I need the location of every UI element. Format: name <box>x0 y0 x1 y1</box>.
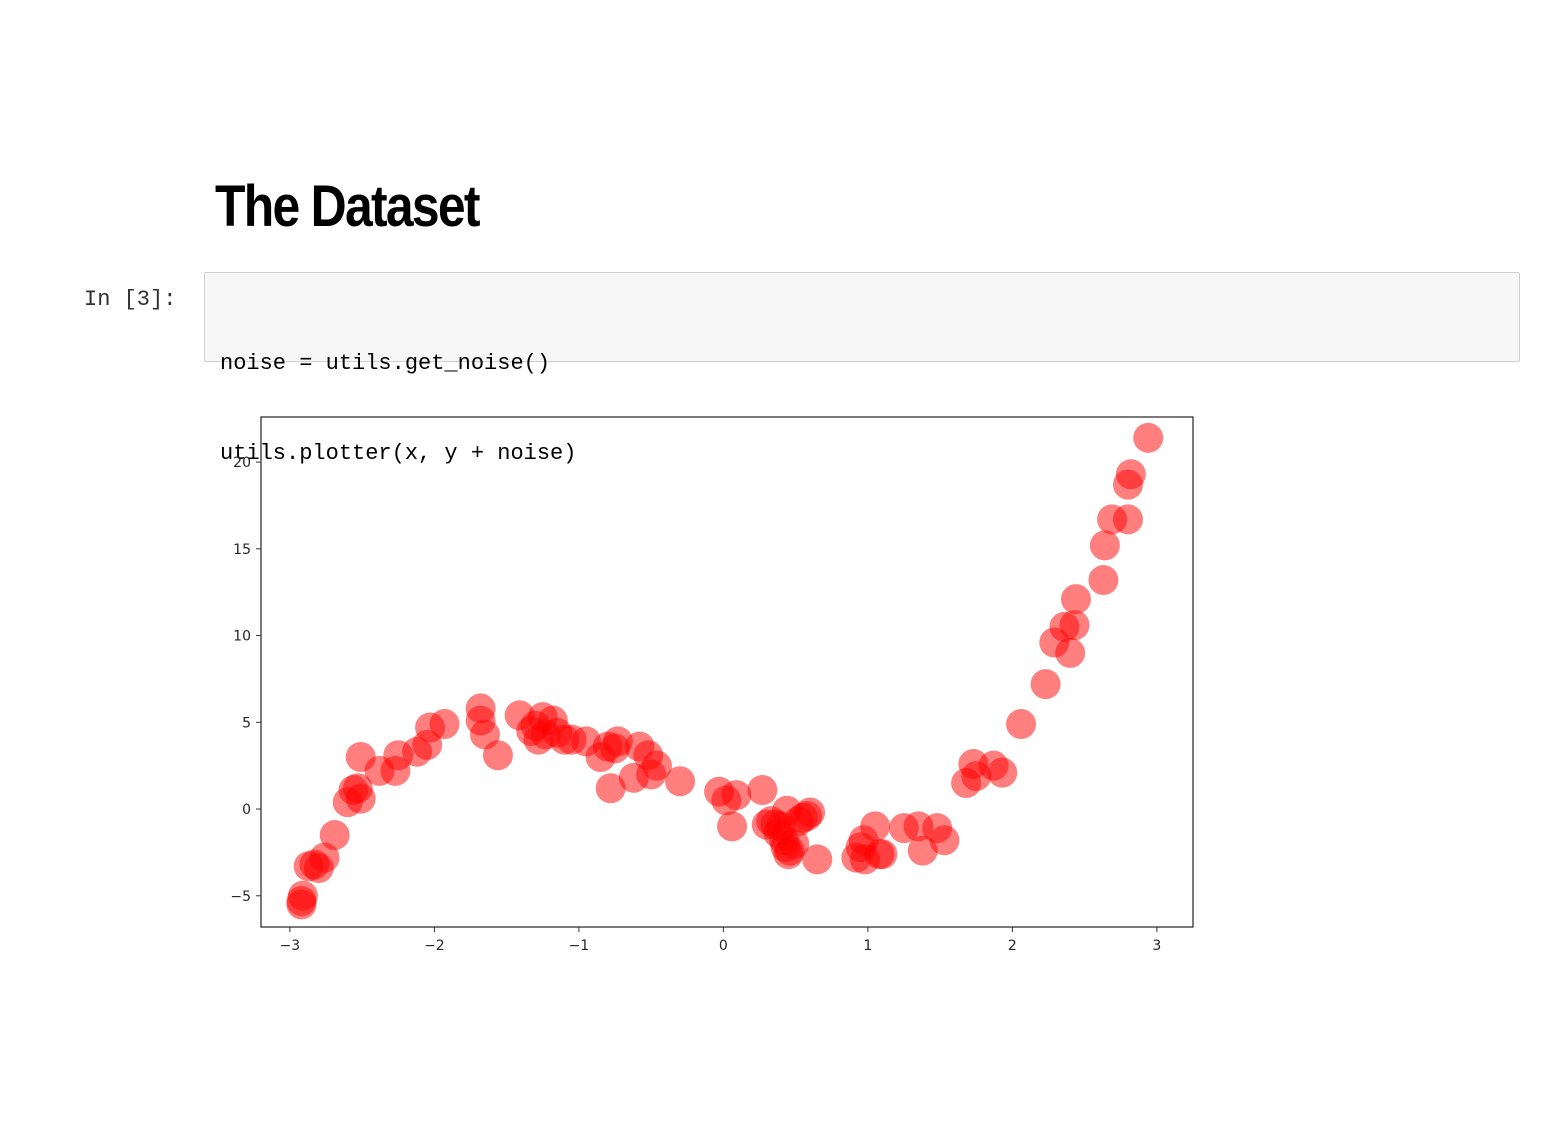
code-line: utils.plotter(x, y + noise) <box>220 441 577 466</box>
data-point <box>345 783 376 814</box>
x-tick-label: 0 <box>719 938 728 954</box>
x-tick-label: −3 <box>280 938 301 954</box>
points-layer <box>286 422 1164 920</box>
data-point <box>1115 459 1146 490</box>
data-point <box>717 811 748 842</box>
code-editor[interactable]: noise = utils.get_noise() utils.plotter(… <box>220 289 576 529</box>
x-tick-label: 1 <box>863 938 872 954</box>
data-point <box>641 750 672 781</box>
data-point <box>309 842 340 873</box>
code-line: noise = utils.get_noise() <box>220 351 551 376</box>
y-tick-label: 10 <box>233 629 251 645</box>
data-point <box>1030 669 1061 700</box>
data-point <box>1088 565 1119 596</box>
data-point <box>860 811 891 842</box>
x-tick-label: −2 <box>424 938 445 954</box>
data-point <box>721 780 752 811</box>
data-point <box>987 757 1018 788</box>
cell-output-plot: −3 −2 −1 0 1 2 3 −5 0 5 10 15 20 <box>200 400 1220 970</box>
data-point <box>867 839 898 870</box>
y-tick-label: 0 <box>242 802 251 818</box>
cell-input-prompt: In [3]: <box>84 287 177 312</box>
data-point <box>747 774 778 805</box>
data-point <box>779 828 810 859</box>
data-point <box>802 844 833 875</box>
data-point <box>429 709 460 740</box>
scatter-plot: −3 −2 −1 0 1 2 3 −5 0 5 10 15 20 <box>230 416 1194 954</box>
markdown-heading: The Dataset <box>215 174 481 239</box>
data-point <box>1133 422 1164 453</box>
data-point <box>795 797 826 828</box>
data-point <box>1112 504 1143 535</box>
x-tick-label: −1 <box>569 938 590 954</box>
data-point <box>1059 610 1090 641</box>
y-tick-label: −5 <box>230 889 251 905</box>
code-cell-input[interactable]: noise = utils.get_noise() utils.plotter(… <box>204 272 1520 466</box>
x-tick-label: 2 <box>1008 938 1017 954</box>
data-point <box>595 773 626 804</box>
data-point <box>929 825 960 856</box>
data-point <box>482 740 513 771</box>
y-tick-label: 15 <box>233 542 251 558</box>
data-point <box>319 820 350 851</box>
data-point <box>1006 709 1037 740</box>
data-point <box>1089 530 1120 561</box>
data-point <box>665 766 696 797</box>
y-tick-label: 20 <box>233 455 251 471</box>
data-point <box>287 880 318 911</box>
data-point <box>1055 637 1086 668</box>
y-tick-label: 5 <box>242 715 251 731</box>
x-tick-label: 3 <box>1152 938 1161 954</box>
data-point <box>1060 584 1091 615</box>
axes-frame <box>260 416 1194 928</box>
y-axis: −5 0 5 10 15 20 <box>230 455 261 905</box>
x-axis: −3 −2 −1 0 1 2 3 <box>280 927 1161 954</box>
